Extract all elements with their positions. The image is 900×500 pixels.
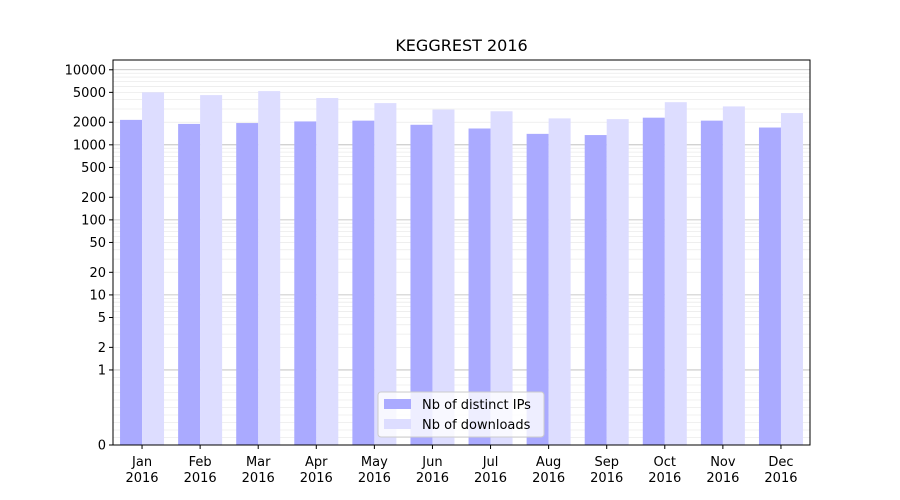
bar-downloads	[606, 119, 629, 446]
y-tick-label: 200	[81, 191, 106, 206]
y-tick-label: 20	[89, 266, 106, 281]
bar-downloads	[722, 106, 745, 446]
bar-distinct-ips	[410, 124, 433, 446]
bar-downloads	[490, 111, 513, 446]
x-tick-label-month: Nov	[710, 455, 736, 470]
legend-label-distinct-ips: Nb of distinct IPs	[422, 398, 531, 413]
y-tick-label: 50	[89, 236, 106, 251]
bar-distinct-ips	[700, 120, 723, 446]
x-tick-label-month: Jan	[131, 455, 152, 470]
x-tick-label-year: 2016	[764, 471, 797, 486]
x-tick-label-month: Feb	[189, 455, 212, 470]
legend-box	[377, 391, 545, 438]
x-tick-label-month: Dec	[768, 455, 793, 470]
x-tick-label-year: 2016	[184, 471, 217, 486]
y-tick-label: 10000	[65, 63, 106, 78]
y-tick-label: 0	[98, 439, 106, 454]
x-tick-label-month: Oct	[654, 455, 676, 470]
bar-distinct-ips	[584, 135, 607, 445]
bar-downloads	[200, 95, 223, 446]
legend-swatch-downloads	[384, 419, 411, 429]
bar-downloads	[548, 118, 571, 445]
y-tick-label: 2	[98, 341, 106, 356]
x-tick-label-year: 2016	[300, 471, 333, 486]
bar-distinct-ips	[642, 117, 665, 446]
bar-distinct-ips	[120, 119, 143, 445]
bar-distinct-ips	[468, 128, 491, 445]
x-tick-label-year: 2016	[416, 471, 449, 486]
y-tick-label: 5000	[73, 86, 106, 101]
x-tick-label-month: Apr	[305, 455, 328, 470]
bar-distinct-ips	[758, 127, 781, 445]
x-tick-label-year: 2016	[532, 471, 565, 486]
bar-distinct-ips	[236, 123, 259, 446]
bar-downloads	[142, 92, 165, 445]
legend-swatch-distinct-ips	[384, 399, 411, 409]
bar-layer	[120, 91, 803, 446]
x-tick-label-year: 2016	[125, 471, 158, 486]
bar-downloads	[316, 98, 339, 445]
y-tick-label: 1	[98, 363, 106, 378]
x-tick-label-year: 2016	[706, 471, 739, 486]
y-tick-label: 10	[89, 288, 106, 303]
x-tick-label-month: Jul	[482, 455, 499, 470]
chart-title: KEGGREST 2016	[395, 36, 527, 55]
legend-label-downloads: Nb of downloads	[422, 418, 531, 433]
x-tick-label-month: Mar	[246, 455, 271, 470]
bar-downloads	[432, 109, 455, 445]
bar-distinct-ips	[526, 133, 549, 445]
y-tick-label: 100	[81, 213, 106, 228]
y-tick-label: 1000	[73, 138, 106, 153]
x-tick-label-month: Jun	[421, 455, 442, 470]
bar-downloads	[780, 113, 803, 446]
bar-distinct-ips	[294, 121, 317, 446]
x-axis: Jan2016Feb2016Mar2016Apr2016May2016Jun20…	[125, 445, 798, 486]
x-tick-label-year: 2016	[242, 471, 275, 486]
y-tick-label: 5	[98, 311, 106, 326]
y-axis: 0 1 2 5 10 20 50 100 200 500 1000 2000 5000 10000	[65, 63, 113, 454]
bar-downloads	[258, 91, 281, 445]
y-tick-label: 500	[81, 161, 106, 176]
x-tick-label-month: Sep	[594, 455, 619, 470]
x-tick-label-year: 2016	[358, 471, 391, 486]
y-tick-label: 2000	[73, 116, 106, 131]
x-tick-label-year: 2016	[474, 471, 507, 486]
bar-downloads	[664, 102, 687, 445]
bar-distinct-ips	[352, 120, 375, 446]
x-tick-label-month: Aug	[536, 455, 561, 470]
grid-layer	[113, 69, 810, 438]
x-tick-label-year: 2016	[648, 471, 681, 486]
plot-frame	[112, 59, 811, 446]
legend: Nb of distinct IPs Nb of downloads	[377, 391, 545, 438]
bar-downloads	[374, 103, 397, 445]
x-tick-label-month: May	[361, 455, 388, 470]
x-tick-label-year: 2016	[590, 471, 623, 486]
bar-distinct-ips	[178, 123, 201, 445]
